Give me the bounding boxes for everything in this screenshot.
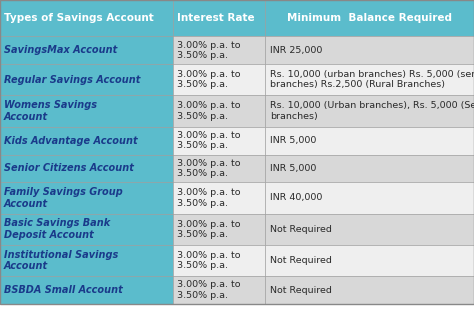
Text: Not Required: Not Required [270, 256, 332, 265]
Text: Senior Citizens Account: Senior Citizens Account [4, 163, 134, 173]
Bar [265, 182, 474, 214]
Bar [173, 36, 265, 64]
Text: Not Required: Not Required [270, 225, 332, 234]
Text: Womens Savings
Account: Womens Savings Account [4, 100, 97, 122]
Bar [265, 0, 474, 36]
Bar [173, 95, 265, 127]
Text: Family Savings Group
Account: Family Savings Group Account [4, 187, 123, 209]
Bar [0, 155, 173, 182]
Text: Rs. 10,000 (urban branches) Rs. 5,000 (semi-urban
branches) Rs.2,500 (Rural Bran: Rs. 10,000 (urban branches) Rs. 5,000 (s… [270, 70, 474, 89]
Text: INR 5,000: INR 5,000 [270, 164, 317, 173]
Text: INR 25,000: INR 25,000 [270, 46, 322, 55]
Bar [173, 245, 265, 276]
Text: 3.00% p.a. to
3.50% p.a.: 3.00% p.a. to 3.50% p.a. [177, 70, 240, 89]
Text: Not Required: Not Required [270, 286, 332, 295]
Bar [0, 64, 173, 95]
Text: Interest Rate: Interest Rate [177, 13, 255, 23]
Bar [265, 276, 474, 304]
Text: INR 5,000: INR 5,000 [270, 136, 317, 145]
Bar [0, 245, 173, 276]
Text: SavingsMax Account: SavingsMax Account [4, 45, 117, 55]
Text: 3.00% p.a. to
3.50% p.a.: 3.00% p.a. to 3.50% p.a. [177, 251, 240, 270]
Text: 3.00% p.a. to
3.50% p.a.: 3.00% p.a. to 3.50% p.a. [177, 131, 240, 150]
Bar [173, 276, 265, 304]
Text: Types of Savings Account: Types of Savings Account [4, 13, 154, 23]
Bar [265, 245, 474, 276]
Bar [0, 182, 173, 214]
Bar [0, 276, 173, 304]
Bar [173, 214, 265, 245]
Bar [0, 36, 173, 64]
Bar [265, 36, 474, 64]
Bar [265, 64, 474, 95]
Bar [0, 95, 173, 127]
Bar [0, 127, 173, 155]
Bar [173, 0, 265, 36]
Bar [265, 127, 474, 155]
Text: 3.00% p.a. to
3.50% p.a.: 3.00% p.a. to 3.50% p.a. [177, 40, 240, 60]
Text: Minimum  Balance Required: Minimum Balance Required [287, 13, 452, 23]
Text: Kids Advantage Account: Kids Advantage Account [4, 136, 137, 146]
Text: INR 40,000: INR 40,000 [270, 193, 322, 203]
Bar [173, 182, 265, 214]
Bar [173, 155, 265, 182]
Text: 3.00% p.a. to
3.50% p.a.: 3.00% p.a. to 3.50% p.a. [177, 220, 240, 239]
Bar [265, 155, 474, 182]
Bar [265, 95, 474, 127]
Text: 3.00% p.a. to
3.50% p.a.: 3.00% p.a. to 3.50% p.a. [177, 159, 240, 178]
Text: 3.00% p.a. to
3.50% p.a.: 3.00% p.a. to 3.50% p.a. [177, 280, 240, 300]
Text: Rs. 10,000 (Urban branches), Rs. 5,000 (Semi Urban
branches): Rs. 10,000 (Urban branches), Rs. 5,000 (… [270, 101, 474, 121]
Text: Institutional Savings
Account: Institutional Savings Account [4, 250, 118, 271]
Bar [173, 127, 265, 155]
Bar [0, 0, 173, 36]
Bar [173, 64, 265, 95]
Text: BSBDA Small Account: BSBDA Small Account [4, 285, 123, 295]
Text: 3.00% p.a. to
3.50% p.a.: 3.00% p.a. to 3.50% p.a. [177, 101, 240, 121]
Bar [265, 214, 474, 245]
Text: Basic Savings Bank
Deposit Account: Basic Savings Bank Deposit Account [4, 218, 110, 240]
Bar [0, 214, 173, 245]
Text: 3.00% p.a. to
3.50% p.a.: 3.00% p.a. to 3.50% p.a. [177, 188, 240, 208]
Text: Regular Savings Account: Regular Savings Account [4, 75, 140, 85]
